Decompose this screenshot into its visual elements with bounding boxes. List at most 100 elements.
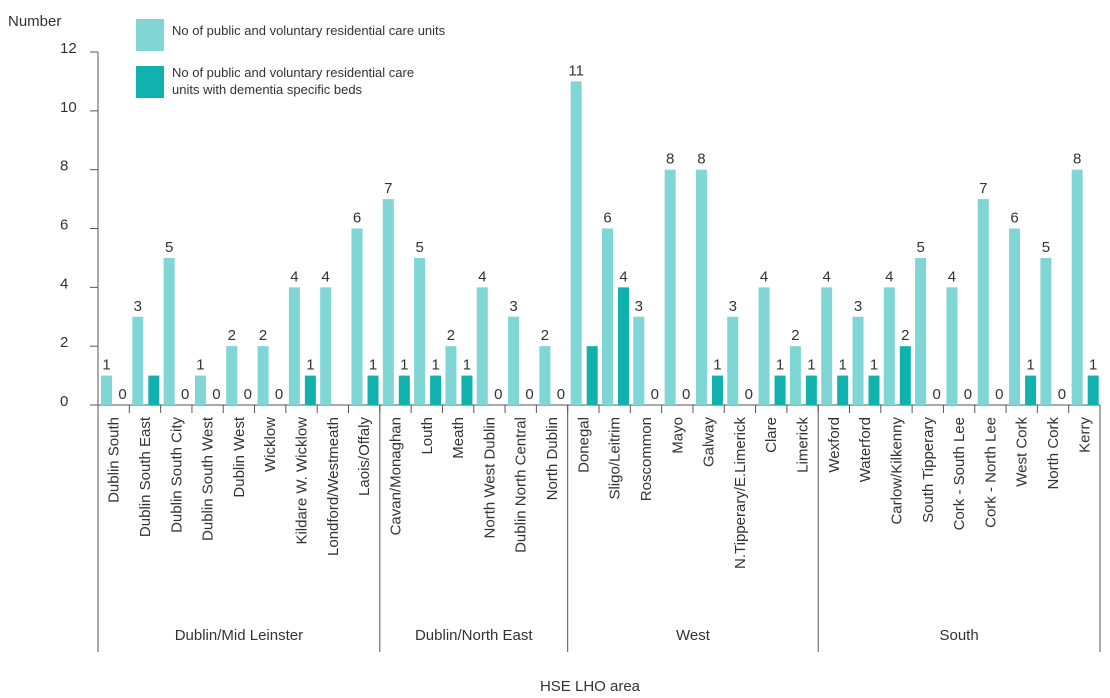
bar-dementia-units [1087,375,1099,405]
bar-dementia-units [1025,375,1037,405]
data-label-care-units: 4 [290,268,298,285]
category-label: Donegal [575,417,592,473]
bar-care-units [695,169,707,405]
category-label: Cork - South Lee [951,417,968,530]
data-label-care-units: 5 [1042,239,1050,256]
group-label: South [939,627,978,644]
bar-dementia-units [461,375,473,405]
data-label-dementia-units: 0 [525,386,533,403]
bar-care-units [789,346,801,405]
bar-dementia-units [586,346,598,405]
data-label-dementia-units: 1 [713,357,721,374]
bar-care-units [1071,169,1083,405]
data-label-care-units: 2 [791,327,799,344]
bar-care-units [570,81,582,406]
data-label-dementia-units: 0 [932,386,940,403]
y-tick-label: 0 [60,393,68,410]
bar-dementia-units [805,375,817,405]
data-label-dementia-units: 1 [463,357,471,374]
data-label-dementia-units: 1 [306,357,314,374]
data-label-care-units: 3 [509,298,517,315]
bar-care-units [1009,228,1021,405]
bar-care-units [1040,257,1052,405]
bar-dementia-units [868,375,880,405]
category-label: Roscommon [638,417,655,501]
y-tick-label: 2 [60,334,68,351]
bar-care-units [132,316,144,405]
bar-care-units [758,287,770,405]
data-label-care-units: 4 [478,268,486,285]
data-label-care-units: 8 [666,151,674,168]
category-label: West Cork [1014,417,1031,487]
bar-care-units [382,199,394,405]
bar-care-units [445,346,457,405]
category-label: Wexford [826,417,843,473]
bar-care-units [633,316,645,405]
bar-care-units [476,287,488,405]
data-label-care-units: 8 [1073,151,1081,168]
data-label-care-units: 6 [603,210,611,227]
group-label: Dublin/North East [415,627,533,644]
category-label: South Tipperary [920,417,937,523]
data-label-care-units: 7 [979,180,987,197]
bar-dementia-units [899,346,911,405]
y-axis-title: Number [8,13,61,30]
bar-dementia-units [430,375,442,405]
data-label-dementia-units: 0 [651,386,659,403]
data-label-dementia-units: 0 [212,386,220,403]
group-labels: Dublin/Mid Leinster Dublin/North East West… [97,405,1101,652]
data-label-dementia-units: 1 [1089,357,1097,374]
data-label-care-units: 1 [196,357,204,374]
category-label: North Cork [1045,417,1062,490]
bar-care-units [351,228,363,405]
data-label-dementia-units: 0 [1058,386,1066,403]
data-label-care-units: 4 [322,268,330,285]
data-label-care-units: 7 [384,180,392,197]
data-label-dementia-units: 0 [118,386,126,403]
bar-care-units [664,169,676,405]
data-label-dementia-units: 1 [431,357,439,374]
bar-care-units [915,257,927,405]
data-label-dementia-units: 0 [682,386,690,403]
bar-care-units [977,199,989,405]
group-label: Dublin/Mid Leinster [175,627,303,644]
category-label: Dublin South [106,417,123,503]
data-label-dementia-units: 0 [557,386,565,403]
category-label: Dublin North Central [513,417,530,553]
category-label: Dublin South City [168,417,185,533]
bar-care-units [946,287,958,405]
bar-care-units [539,346,551,405]
category-label: Dublin West [231,416,248,497]
category-label: Louth [419,417,436,455]
category-label: Cavan/Monaghan [387,417,404,535]
bar-dementia-units [367,375,379,405]
category-label: North Dublin [544,417,561,500]
data-label-care-units: 4 [760,268,768,285]
legend-swatch-dementia-units [136,66,164,98]
data-label-care-units: 4 [823,268,831,285]
legend-label: No of public and voluntary residential c… [172,23,446,38]
data-label-care-units: 5 [916,239,924,256]
data-labels: 1035010202041461715121403020116430808130… [102,62,1097,403]
bar-care-units [163,257,175,405]
data-label-dementia-units: 1 [839,357,847,374]
data-label-care-units: 2 [259,327,267,344]
data-label-dementia-units: 1 [1026,357,1034,374]
data-label-care-units: 5 [165,239,173,256]
x-axis-title: HSE LHO area [540,678,641,695]
bar-dementia-units [774,375,786,405]
data-label-care-units: 8 [697,151,705,168]
data-label-care-units: 6 [1010,210,1018,227]
bar-dementia-units [711,375,723,405]
data-label-dementia-units: 0 [494,386,502,403]
legend: No of public and voluntary residential c… [136,19,446,98]
group-label: West [676,627,711,644]
y-tick-label: 10 [60,99,77,116]
y-tick-label: 4 [60,275,68,292]
data-label-care-units: 3 [134,298,142,315]
bar-care-units [602,228,613,405]
data-label-care-units: 5 [415,239,423,256]
data-label-dementia-units: 0 [964,386,972,403]
bar-care-units [257,346,269,405]
bar-care-units [320,287,332,405]
